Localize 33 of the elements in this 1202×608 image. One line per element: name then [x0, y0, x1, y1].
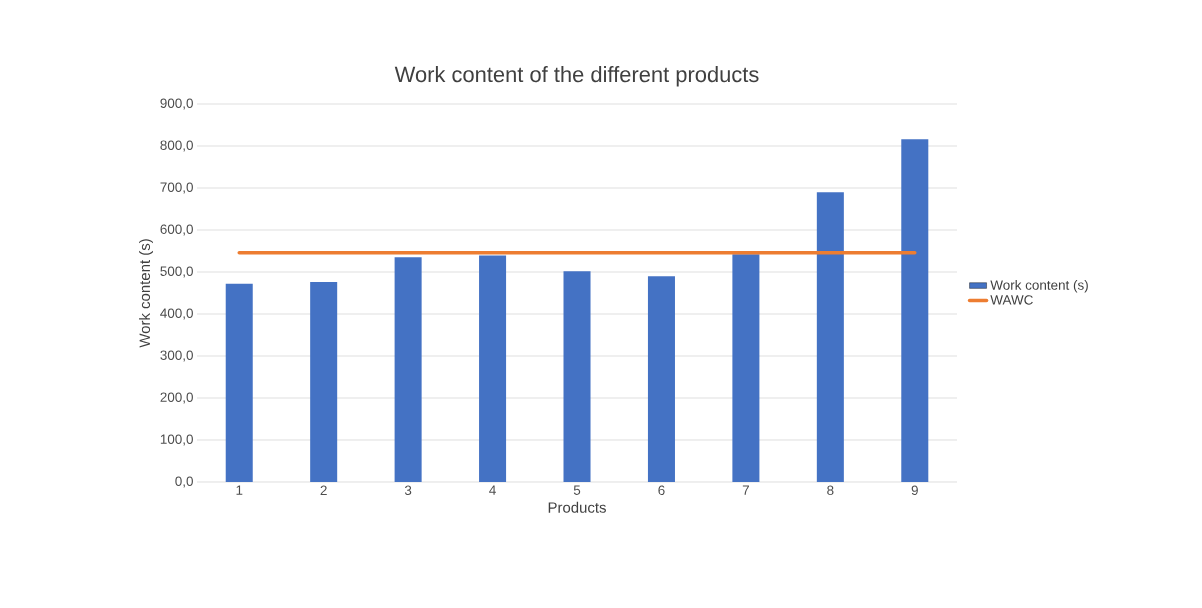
bar	[647, 276, 675, 482]
x-tick-label: 1	[236, 485, 243, 495]
y-tick-label: 0,0	[175, 476, 193, 488]
y-tick-label: 200,0	[160, 392, 193, 404]
x-tick-label: 3	[404, 485, 412, 496]
y-tick-label: 900,0	[160, 98, 193, 110]
y-tick-label: 400,0	[160, 308, 193, 320]
x-tick-label: 8	[827, 485, 834, 496]
bar	[732, 254, 760, 482]
x-tick-label: 2	[320, 485, 327, 495]
x-tick-label: 4	[489, 485, 496, 495]
legend-label: WAWC	[990, 295, 1033, 305]
bar	[394, 257, 422, 482]
y-tick-label: 100,0	[160, 434, 193, 446]
y-tick-label: 700,0	[160, 182, 193, 194]
legend-label: Work content (s)	[990, 279, 1088, 293]
x-tick-label: 7	[742, 485, 749, 495]
bar	[225, 283, 253, 482]
bar	[901, 139, 929, 482]
bar	[816, 192, 844, 482]
bar	[310, 282, 338, 482]
y-axis-title: Work content (s)	[139, 239, 153, 348]
y-tick-label: 800,0	[160, 140, 193, 152]
y-tick-label: 600,0	[160, 224, 193, 236]
y-tick-label: 300,0	[160, 350, 193, 362]
bar	[479, 255, 507, 482]
x-axis-title: Products	[548, 501, 606, 513]
x-tick-label: 5	[573, 485, 581, 495]
y-tick-label: 500,0	[160, 266, 193, 278]
chart-title: Work content of the different products	[394, 66, 759, 87]
x-tick-label: 9	[911, 485, 918, 496]
bar	[563, 271, 591, 482]
x-tick-label: 6	[658, 485, 665, 496]
